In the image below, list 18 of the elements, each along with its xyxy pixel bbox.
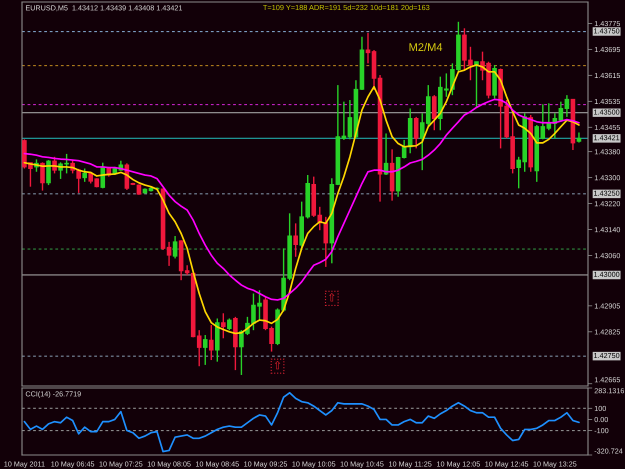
candlestick [40,162,45,192]
candlestick [324,216,328,268]
candlestick [221,312,226,339]
candlestick [46,159,51,186]
line-series [24,98,580,301]
line-series [24,392,580,452]
candlestick [414,116,419,150]
candlestick [82,168,87,183]
candlestick [208,324,214,361]
annotation: ⇧ [329,293,335,302]
annotation: M2/M4 [409,42,442,52]
candlestick [172,235,178,260]
candlestick [432,94,437,131]
annotation: ⇧ [274,360,280,370]
candlestick [227,318,232,331]
candlestick [576,132,582,144]
candlestick [293,222,298,258]
candlestick [202,334,208,366]
